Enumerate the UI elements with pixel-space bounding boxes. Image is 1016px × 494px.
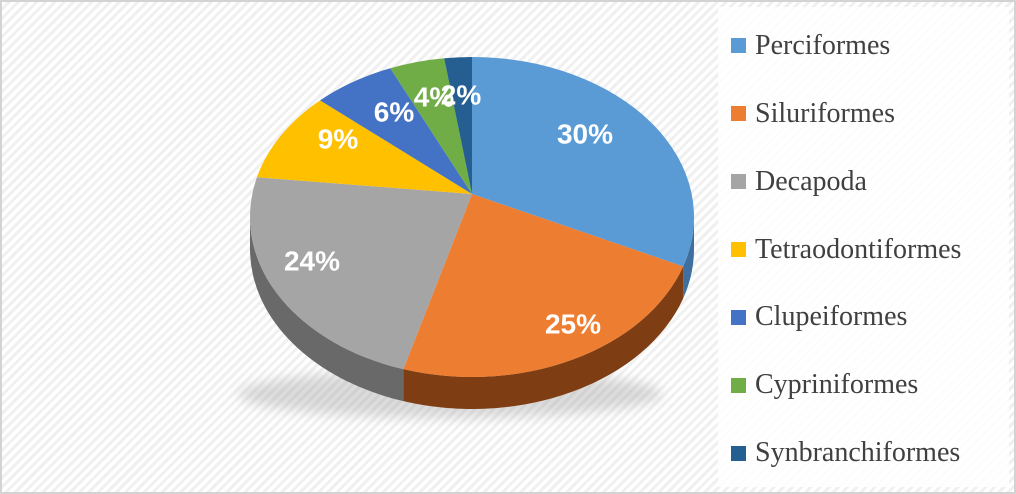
legend-swatch-icon — [731, 38, 746, 54]
legend-item-synbranchiformes: Synbranchiformes — [731, 419, 1009, 487]
legend-label: Siluriformes — [755, 97, 895, 129]
legend-item-tetraodontiformes: Tetraodontiformes — [731, 216, 1009, 284]
legend-label: Clupeiformes — [755, 301, 908, 333]
legend-swatch-icon — [731, 174, 746, 190]
data-label-clupeiformes: 6% — [374, 97, 415, 128]
legend-item-perciformes: Perciformes — [731, 12, 1009, 80]
pie-rim-siluriformes — [403, 266, 684, 409]
data-label-synbranchiformes: 2% — [441, 80, 482, 111]
pie-slice-perciformes — [472, 57, 694, 267]
data-label-tetraodontiformes: 9% — [318, 124, 359, 155]
data-label-decapoda: 24% — [284, 246, 340, 277]
legend-item-siluriformes: Siluriformes — [731, 80, 1009, 148]
chart-legend: Perciformes Siluriformes Decapoda Tetraodon… — [718, 7, 1009, 487]
legend-item-clupeiformes: Clupeiformes — [731, 283, 1009, 351]
pie-data-labels: 30% 25% 24% 9% 6% 4%2% — [284, 80, 613, 340]
pie-slice-siluriformes — [403, 194, 684, 377]
data-label-cypriniformes: 4% — [414, 82, 455, 113]
pie-slice-cypriniformes — [390, 58, 472, 195]
data-label-siluriformes: 25% — [545, 309, 601, 340]
legend-label: Synbranchiformes — [755, 437, 961, 469]
data-label-perciformes: 30% — [557, 119, 613, 150]
pie-slice-decapoda — [250, 177, 472, 370]
legend-swatch-icon — [731, 445, 746, 461]
pie-slice-synbranchiformes — [444, 57, 472, 194]
pie-rim-perciformes — [683, 217, 694, 299]
pie-rim-decapoda — [250, 217, 404, 402]
legend-swatch-icon — [731, 106, 746, 122]
pie-slices — [250, 57, 694, 377]
legend-swatch-icon — [731, 377, 746, 393]
legend-item-cypriniformes: Cypriniformes — [731, 351, 1009, 419]
pie-slice-tetraodontiformes — [256, 100, 472, 194]
legend-swatch-icon — [731, 309, 746, 325]
legend-label: Decapoda — [755, 165, 867, 197]
legend-label: Perciformes — [755, 29, 891, 61]
pie-slice-clupeiformes — [320, 68, 472, 194]
pie-3d-rim — [250, 217, 694, 409]
legend-item-decapoda: Decapoda — [731, 148, 1009, 216]
legend-label: Tetraodontiformes — [755, 233, 962, 265]
legend-swatch-icon — [731, 242, 746, 257]
legend-label: Cypriniformes — [755, 369, 919, 401]
